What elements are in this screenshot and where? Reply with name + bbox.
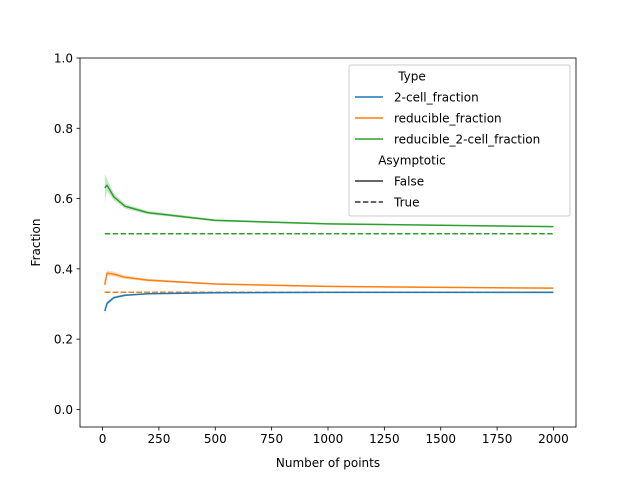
series-line-reducible-fraction [104, 272, 554, 289]
legend-label: 2-cell_fraction [394, 91, 479, 105]
legend-label: True [393, 196, 420, 210]
x-tick-label: 1250 [369, 432, 400, 446]
y-tick-label: 0.2 [54, 333, 73, 347]
x-tick-label: 1500 [425, 432, 456, 446]
x-axis: 0 250 500 750 1000 1250 1500 1750 2000 [99, 427, 569, 446]
legend-label: reducible_fraction [394, 112, 502, 126]
legend-title-asymptotic: Asymptotic [378, 154, 446, 168]
legend-label: reducible_2-cell_fraction [394, 133, 540, 147]
x-tick-label: 1750 [482, 432, 513, 446]
y-tick-label: 0.0 [54, 403, 73, 417]
series-line-2-cell-fraction [104, 291, 554, 312]
y-tick-label: 0.4 [54, 262, 73, 276]
y-tick-label: 0.6 [54, 192, 73, 206]
x-tick-label: 0 [99, 432, 107, 446]
x-tick-label: 250 [147, 432, 170, 446]
legend-type-entries: 2-cell_fraction reducible_fractionreducib… [355, 91, 540, 147]
x-tick-label: 750 [260, 432, 283, 446]
y-tick-label: 1.0 [54, 52, 73, 66]
x-tick-label: 2000 [538, 432, 569, 446]
y-axis-label: Fraction [29, 219, 43, 267]
series-lines [104, 184, 554, 312]
plot-area [79, 57, 577, 428]
x-tick-label: 1000 [313, 432, 344, 446]
legend-title-type: Type [397, 70, 426, 84]
legend-asymptotic-entries: False True [355, 175, 424, 210]
asymptote-lines [104, 232, 554, 294]
legend-box [348, 64, 571, 217]
x-axis-label: Number of points [276, 456, 380, 470]
y-axis: 0.0 0.2 0.4 0.6 0.8 1.0 [54, 52, 80, 417]
y-tick-label: 0.8 [54, 122, 73, 136]
series-line-reducible-2-cell-fraction [104, 184, 554, 228]
legend: Type 2-cell_fraction reducible_fractionre… [348, 64, 571, 217]
x-tick-label: 500 [204, 432, 227, 446]
legend-label: False [394, 175, 424, 189]
ci-band-2-cell-fraction [104, 292, 554, 314]
